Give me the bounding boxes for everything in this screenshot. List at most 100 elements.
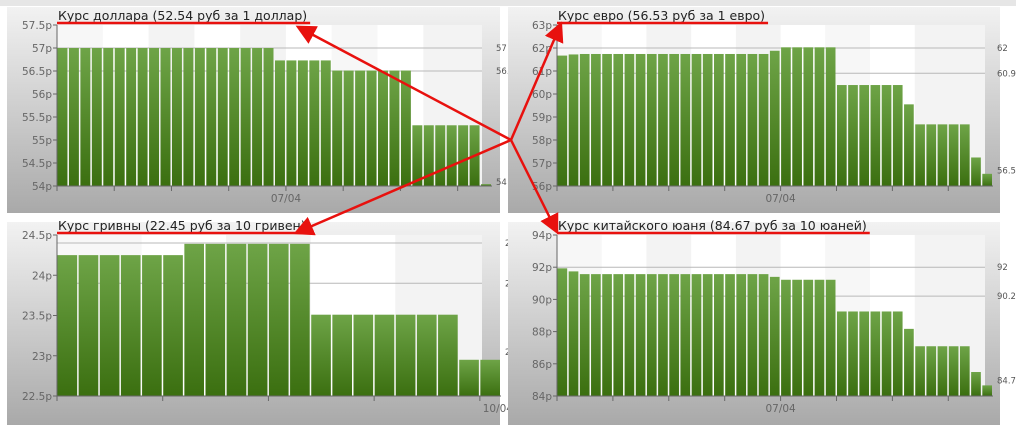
- bar: [217, 48, 228, 186]
- bar: [859, 85, 870, 186]
- bar: [275, 60, 285, 186]
- top-strip: [0, 0, 1016, 6]
- bar: [915, 346, 925, 396]
- bar: [825, 279, 836, 396]
- y-tick-label: 61р: [532, 66, 552, 78]
- bar: [669, 274, 679, 396]
- chart-title: Курс евро (56.53 руб за 1 евро): [558, 8, 765, 23]
- bar: [926, 346, 937, 396]
- bar: [400, 70, 411, 186]
- bar: [870, 311, 881, 396]
- bar: [355, 70, 366, 186]
- bar: [613, 274, 624, 396]
- bar: [412, 125, 423, 186]
- bar: [480, 359, 500, 396]
- y-tick-label: 54р: [32, 181, 52, 193]
- bar: [836, 311, 847, 396]
- bar: [758, 274, 769, 396]
- y-tick-label: 59р: [532, 112, 552, 124]
- bar: [389, 70, 400, 186]
- y-tick-label: 86р: [532, 359, 552, 371]
- bar: [160, 48, 171, 186]
- bar: [859, 311, 870, 396]
- bar: [226, 243, 247, 396]
- bar: [206, 48, 217, 186]
- bar: [435, 125, 446, 186]
- y-tick-label: 60р: [532, 89, 552, 101]
- bar: [926, 124, 937, 186]
- chart-panel-0: 54р 54.5р 55р 55.5р 56р 56.5р 57р 57.5р 07/04 57 5…: [7, 7, 515, 213]
- bar: [725, 274, 735, 396]
- bar: [252, 48, 263, 186]
- annotation-arrows: [293, 21, 564, 236]
- bar: [669, 53, 679, 187]
- y-tick-label: 57р: [532, 158, 552, 170]
- bar: [395, 314, 416, 396]
- bar: [142, 255, 162, 396]
- bar: [881, 85, 892, 186]
- bar: [635, 274, 646, 396]
- bar: [680, 53, 691, 187]
- bar: [68, 48, 79, 186]
- y-tick-label: 56р: [32, 89, 52, 101]
- x-tick-label: 07/04: [765, 193, 796, 205]
- bar: [680, 274, 691, 396]
- y-tick-label: 55р: [32, 135, 52, 147]
- x-tick-label: 07/04: [271, 193, 302, 205]
- bar: [103, 48, 114, 186]
- y-tick-label: 84р: [532, 391, 552, 403]
- bar: [126, 48, 137, 186]
- y-tick-label: 92р: [532, 262, 552, 274]
- bar: [803, 47, 814, 187]
- bar: [91, 48, 102, 186]
- bar: [747, 274, 758, 396]
- bar: [184, 243, 204, 396]
- bar: [481, 184, 491, 186]
- x-tick-label: 10/04: [483, 403, 514, 415]
- bar: [624, 274, 635, 396]
- bar: [959, 124, 970, 186]
- bar: [332, 314, 352, 396]
- bar: [286, 60, 297, 186]
- bar: [99, 255, 120, 396]
- chart-title: Курс доллара (52.54 руб за 1 доллар): [58, 8, 307, 23]
- bar: [959, 346, 970, 396]
- bar: [149, 48, 160, 186]
- bar: [658, 53, 668, 187]
- bar: [937, 346, 948, 396]
- y-tick-label: 90р: [532, 294, 552, 306]
- bar: [591, 274, 601, 396]
- bar: [781, 279, 791, 396]
- x-tick-label: 07/04: [765, 403, 796, 415]
- reference-label: 54: [496, 178, 507, 188]
- bar: [557, 55, 568, 187]
- bar: [446, 125, 457, 186]
- y-tick-label: 57р: [32, 43, 52, 55]
- bar: [814, 279, 825, 396]
- bar: [792, 47, 802, 187]
- bar: [848, 311, 858, 396]
- bar: [579, 274, 590, 396]
- bar: [769, 50, 780, 187]
- reference-label: 56.5: [496, 67, 515, 77]
- annotation-arrow: [295, 25, 512, 142]
- bar: [374, 314, 395, 396]
- reference-label: 84.7: [997, 377, 1016, 387]
- reference-label: 56.5: [997, 167, 1016, 177]
- bar: [268, 243, 289, 396]
- bar: [57, 255, 78, 396]
- y-tick-label: 23р: [32, 351, 52, 363]
- bar: [332, 70, 343, 186]
- bar: [635, 53, 646, 187]
- y-tick-label: 88р: [532, 327, 552, 339]
- reference-label: 90.2: [997, 292, 1016, 302]
- y-tick-label: 24р: [32, 270, 52, 282]
- bar: [602, 53, 612, 187]
- bar: [892, 85, 903, 186]
- bar: [948, 124, 959, 186]
- bar: [320, 60, 331, 186]
- bar: [568, 54, 579, 186]
- y-tick-label: 57.5р: [22, 20, 52, 32]
- bar: [458, 125, 469, 186]
